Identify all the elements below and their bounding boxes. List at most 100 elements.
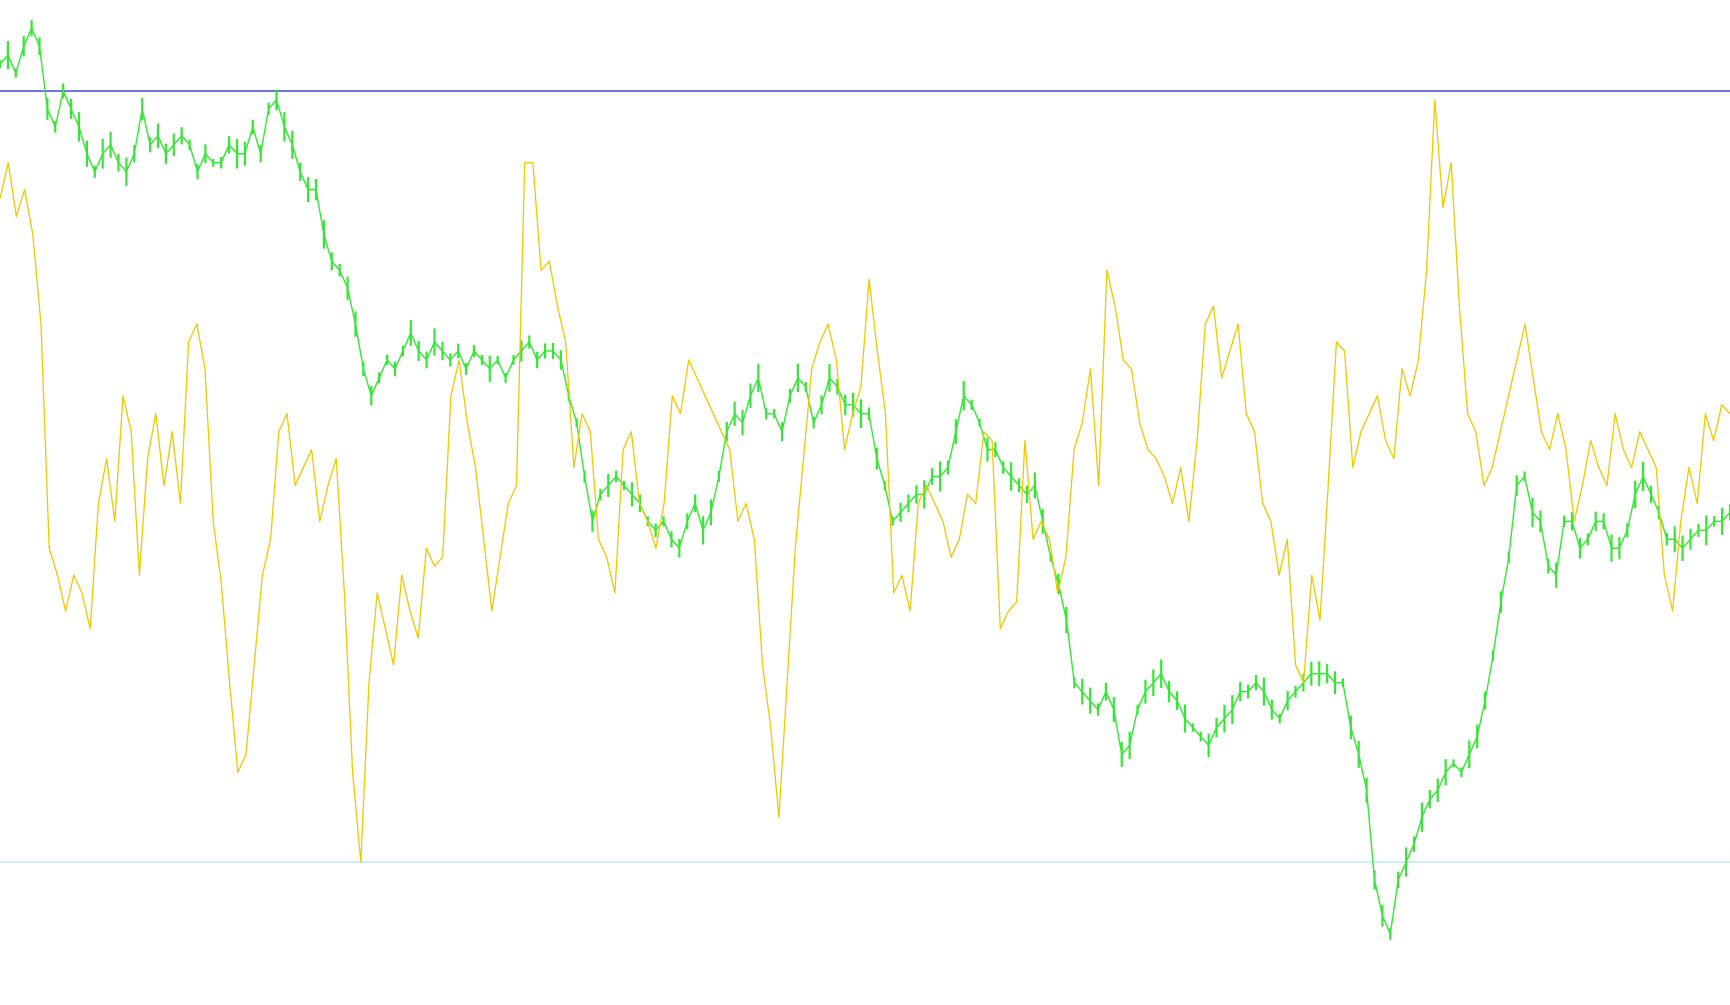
series-0-segment-147 <box>1152 673 1162 684</box>
series-0-segment-150 <box>1176 700 1186 719</box>
series-0-segment-194 <box>1523 476 1534 513</box>
series-0-segment-214 <box>1682 538 1692 549</box>
series-0-segment-173 <box>1358 754 1368 791</box>
series-0-segment-52 <box>402 332 412 352</box>
series-0-segment-163 <box>1279 700 1289 719</box>
series-0-segment-115 <box>900 502 909 513</box>
series-0-segment-62 <box>481 359 491 370</box>
series-0-segment-4 <box>23 27 33 47</box>
series-0-segment-153 <box>1200 736 1210 746</box>
series-0-segment-116 <box>907 493 917 504</box>
series-0-segment-1 <box>0 54 9 65</box>
series-0-segment-58 <box>449 350 459 361</box>
series-0-segment-54 <box>418 350 428 361</box>
series-0-segment-172 <box>1350 727 1360 755</box>
series-0-segment-38 <box>291 144 301 172</box>
series-0-segment-180 <box>1413 816 1423 845</box>
series-0-segment-44 <box>339 270 349 289</box>
series-0-segment-7 <box>46 108 56 128</box>
series-0-segment-11 <box>78 126 88 154</box>
series-0-segment-59 <box>457 350 467 370</box>
series-0-segment-24 <box>181 135 191 146</box>
series-0-segment-75 <box>583 476 594 522</box>
series-0-segment-61 <box>473 350 483 361</box>
series-0-segment-183 <box>1437 772 1447 791</box>
series-0-segment-182 <box>1429 789 1439 800</box>
series-0-segment-32 <box>244 126 254 154</box>
series-0-segment-23 <box>173 135 183 146</box>
series-0-segment-149 <box>1168 691 1178 702</box>
series-0-segment-46 <box>354 323 365 370</box>
series-0-segment-15 <box>109 144 120 164</box>
series-0-segment-91 <box>710 476 720 513</box>
series-0-segment-72 <box>560 359 570 396</box>
series-0-segment-9 <box>62 90 72 110</box>
series-0-segment-47 <box>362 368 372 397</box>
series-0-segment-145 <box>1136 691 1147 710</box>
series-0-segment-122 <box>955 395 965 432</box>
series-1 <box>0 99 1730 863</box>
series-0-segment-195 <box>1531 511 1541 522</box>
series-0-segment-164 <box>1287 691 1297 702</box>
series-0-segment-188 <box>1476 700 1486 737</box>
series-0-segment-63 <box>489 359 499 370</box>
series-0-segment-12 <box>86 153 96 172</box>
series-0-segment-26 <box>196 153 207 172</box>
series-0-segment-43 <box>331 260 341 271</box>
series-0-segment-39 <box>299 171 309 190</box>
series-0-segment-175 <box>1373 879 1384 916</box>
series-0-segment-93 <box>726 413 736 432</box>
series-0-segment-200 <box>1571 521 1581 549</box>
series-0-segment-90 <box>702 512 712 531</box>
series-0-segment-56 <box>433 341 443 352</box>
series-0-segment-105 <box>820 377 831 405</box>
series-0-segment-49 <box>378 359 388 379</box>
series-0-segment-139 <box>1089 700 1099 711</box>
series-0-segment-129 <box>1010 476 1020 486</box>
series-0-segment-77 <box>599 485 609 495</box>
series-0-segment-160 <box>1255 682 1265 693</box>
series-0-segment-113 <box>884 485 894 522</box>
series-0-segment-14 <box>102 144 112 155</box>
series-0-segment-78 <box>607 476 617 486</box>
series-0-segment-191 <box>1500 557 1510 603</box>
series-0-segment-101 <box>789 377 799 397</box>
series-0-segment-120 <box>939 467 949 477</box>
series-0-segment-166 <box>1302 673 1312 684</box>
series-0-segment-29 <box>220 144 230 164</box>
series-0-segment-146 <box>1144 682 1154 693</box>
series-0-segment-64 <box>497 359 507 379</box>
series-0-segment-92 <box>718 431 728 477</box>
series-0-segment-95 <box>741 395 752 423</box>
series-0-segment-190 <box>1492 601 1502 656</box>
series-0-segment-207 <box>1626 494 1636 531</box>
series-0-segment-99 <box>773 413 783 432</box>
series-0-segment-165 <box>1294 682 1304 693</box>
series-0-segment-209 <box>1642 476 1652 495</box>
series-0-segment-79 <box>615 476 625 486</box>
series-0-segment-111 <box>868 413 878 459</box>
series-0-segment-135 <box>1057 583 1068 621</box>
series-0-segment-178 <box>1397 861 1407 881</box>
series-0-segment-114 <box>892 511 902 522</box>
series-0-segment-86 <box>670 538 680 549</box>
series-0-segment-80 <box>623 485 633 495</box>
series-0-segment-74 <box>575 422 586 477</box>
series-0-segment-55 <box>425 341 436 361</box>
series-0-segment-171 <box>1342 682 1352 728</box>
series-0-segment-68 <box>528 341 538 361</box>
series-0-segment-185 <box>1452 762 1462 773</box>
series-0-segment-217 <box>1705 520 1715 531</box>
series-0-segment-138 <box>1081 691 1091 702</box>
series-0-segment-8 <box>54 90 64 128</box>
series-0-segment-176 <box>1381 915 1391 935</box>
series-0-segment-96 <box>749 377 759 397</box>
series-0-segment-202 <box>1587 521 1597 540</box>
series-0-segment-181 <box>1421 798 1431 818</box>
series-0-segment-57 <box>441 350 451 361</box>
series-0-segment-118 <box>923 476 933 495</box>
series-0-segment-16 <box>117 162 127 173</box>
series-0-segment-127 <box>994 449 1004 468</box>
series-0-segment-25 <box>188 144 199 172</box>
